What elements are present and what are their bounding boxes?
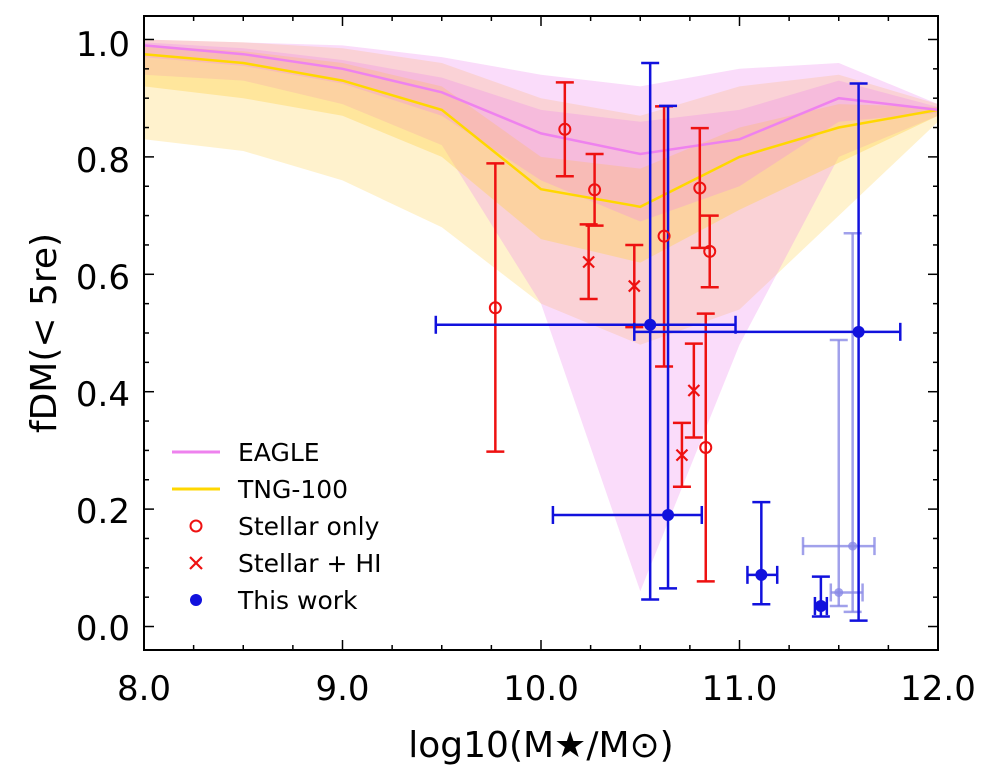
stellar-only-point xyxy=(588,183,602,197)
this-work-point xyxy=(644,318,657,331)
legend-this-work-marker xyxy=(190,594,202,606)
this-work-point xyxy=(755,568,768,581)
stellar-only-point xyxy=(699,440,713,454)
tng-median-line xyxy=(144,52,938,209)
eagle-band-outer xyxy=(144,39,938,592)
x-tick-label: 12.0 xyxy=(900,669,976,709)
y-tick-label: 0.6 xyxy=(76,258,130,298)
stellar-only-point xyxy=(657,229,671,243)
simulation-bands xyxy=(144,39,938,592)
x-tick-label: 10.0 xyxy=(503,669,579,709)
legend-stellar-only-label: Stellar only xyxy=(238,512,380,541)
stellar-only-point xyxy=(558,122,572,136)
stellar-hi-point xyxy=(687,384,701,397)
this-work-faint-point xyxy=(834,587,844,597)
x-tick-label: 8.0 xyxy=(117,669,171,709)
stellar-only-point xyxy=(703,244,717,258)
this-work-faint-point xyxy=(848,541,858,551)
y-tick-label: 0.0 xyxy=(76,609,130,649)
stellar-hi-point xyxy=(628,279,641,293)
tng-band-inner xyxy=(144,45,938,263)
legend: EAGLE TNG-100 Stellar only Stellar + HI … xyxy=(172,438,382,615)
y-tick-label: 0.8 xyxy=(76,141,130,181)
legend-stellar-hi-marker xyxy=(189,556,203,570)
legend-stellar-only-marker xyxy=(189,519,203,533)
y-tick-label: 0.4 xyxy=(76,375,130,415)
stellar-only-point xyxy=(488,301,502,315)
stellar-hi-cross-b xyxy=(582,255,595,269)
legend-tng-label: TNG-100 xyxy=(237,475,348,504)
x-tick-label: 9.0 xyxy=(315,669,369,709)
x-axis-label: log10(M★/M⊙) xyxy=(408,725,673,766)
this-work-point xyxy=(662,508,675,521)
tng-band-outer xyxy=(144,39,938,345)
y-tick-label: 1.0 xyxy=(76,25,130,65)
this-work-point xyxy=(814,599,827,612)
stellar-only-point xyxy=(693,181,707,195)
stellar-hi-cross-b xyxy=(628,279,641,293)
axis-ticks xyxy=(143,16,939,650)
eagle-median-line xyxy=(144,44,938,156)
stellar-hi-cross-b xyxy=(687,384,701,397)
eagle-band-inner xyxy=(144,42,938,222)
y-tick-label: 0.2 xyxy=(76,492,130,532)
stellar-hi-cross-b xyxy=(675,448,689,462)
stellar-hi-point xyxy=(582,255,595,269)
y-axis-label: fDM(< 5re) xyxy=(24,233,65,433)
x-tick-label: 11.0 xyxy=(702,669,778,709)
legend-this-work-label: This work xyxy=(237,586,358,615)
simulation-medians xyxy=(144,44,938,209)
this-work-point xyxy=(852,325,865,338)
legend-eagle-label: EAGLE xyxy=(238,438,320,467)
stellar-hi-point xyxy=(675,448,689,462)
legend-stellar-hi-label: Stellar + HI xyxy=(238,549,382,578)
data-markers xyxy=(488,122,865,612)
